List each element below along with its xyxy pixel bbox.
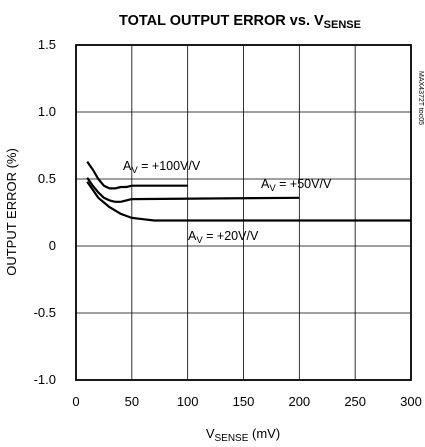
series-layer: [86, 160, 411, 222]
chart-title: TOTAL OUTPUT ERROR vs. VSENSE: [119, 13, 361, 31]
series-line-2: [86, 177, 300, 203]
watermark: MAX4372T toc05: [417, 71, 424, 125]
grid: [76, 45, 411, 380]
plot-frame: [75, 44, 412, 381]
series-labels: AV = +100V/V AV = +50V/V AV = +20V/V: [123, 159, 332, 246]
y-axis-label: OUTPUT ERROR (%): [4, 148, 19, 276]
x-tick-label: 200: [288, 394, 310, 409]
x-tick-label: 250: [344, 394, 366, 409]
series-label-2: AV = +50V/V: [261, 177, 332, 194]
y-tick-labels: 1.5 1.0 0.5 0 -0.5 -1.0: [34, 37, 56, 387]
y-tick-label: 0.5: [38, 171, 56, 186]
x-tick-labels: 0 50 100 150 200 250 300: [72, 394, 421, 409]
series-line-3: [86, 181, 411, 222]
y-tick-label: -1.0: [34, 372, 56, 387]
y-tick-label: 0: [49, 238, 56, 253]
x-tick-label: 0: [72, 394, 79, 409]
series-label-1: AV = +100V/V: [123, 159, 201, 176]
x-tick-label: 300: [400, 394, 422, 409]
x-tick-label: 50: [125, 394, 139, 409]
y-tick-label: -0.5: [34, 305, 56, 320]
series-label-3: AV = +20V/V: [188, 229, 259, 246]
x-tick-label: 100: [177, 394, 199, 409]
y-tick-label: 1.5: [38, 37, 56, 52]
series-line-1: [86, 160, 188, 190]
y-tick-label: 1.0: [38, 104, 56, 119]
x-axis-label: VSENSE (mV): [206, 426, 280, 444]
x-tick-label: 150: [233, 394, 255, 409]
